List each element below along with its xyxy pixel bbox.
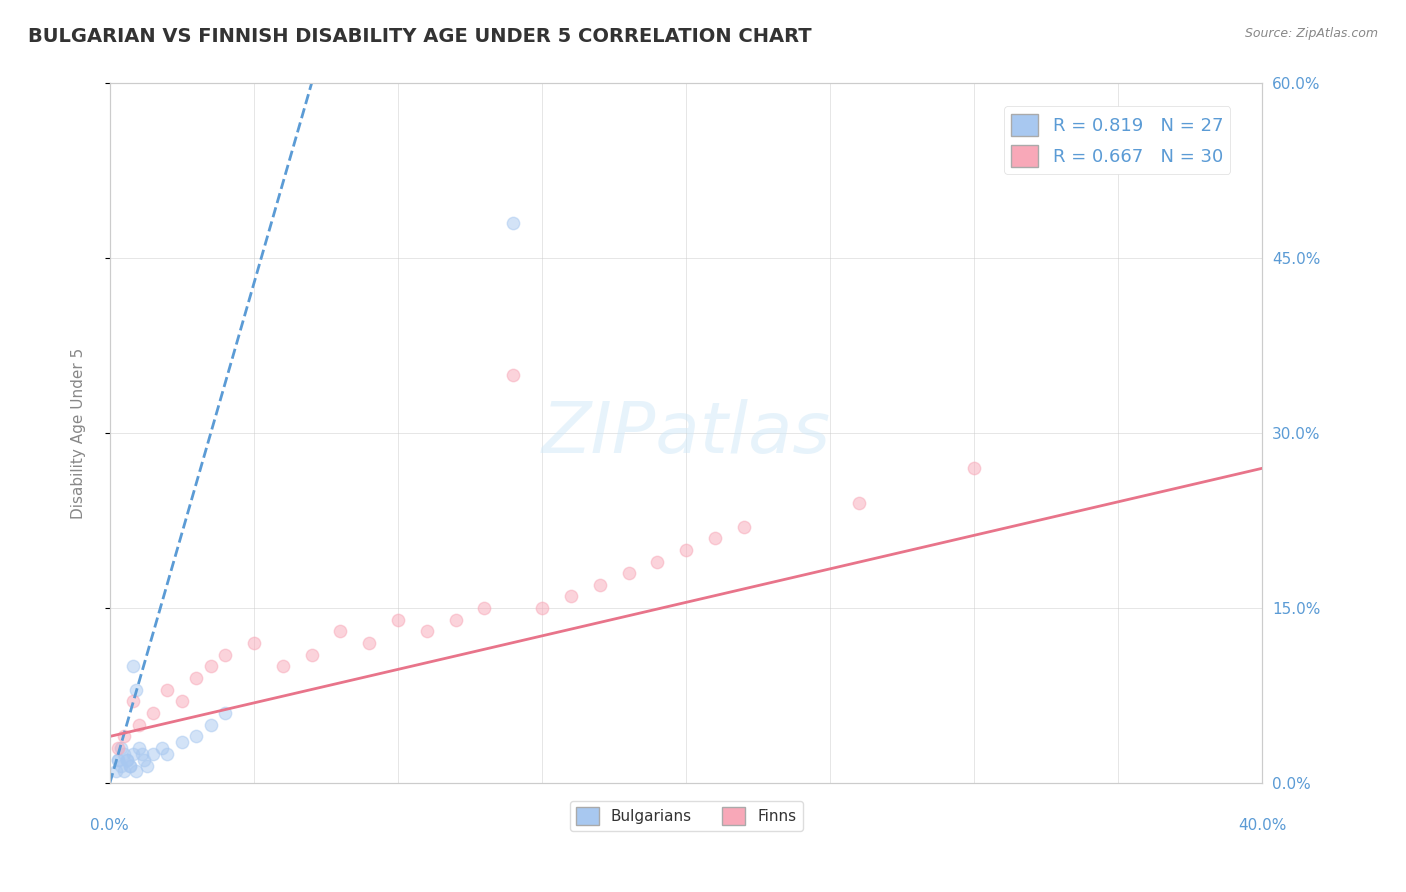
Point [112,747,135,761]
Point [115,753,138,767]
Point [112,764,135,779]
Point [107,753,129,767]
Point [134,753,156,767]
Point [560,590,582,604]
Point [186,730,208,744]
Point [387,613,409,627]
Point [128,718,150,732]
Point [156,682,179,697]
Point [617,566,640,581]
Point [122,694,145,708]
Point [444,613,467,627]
Point [502,216,524,230]
Point [131,747,153,761]
Point [128,741,150,756]
Point [474,601,496,615]
Point [186,671,208,685]
Point [104,764,127,779]
Point [112,730,135,744]
Text: BULGARIAN VS FINNISH DISABILITY AGE UNDER 5 CORRELATION CHART: BULGARIAN VS FINNISH DISABILITY AGE UNDE… [28,27,811,45]
Point [170,735,193,749]
Point [733,519,755,533]
Point [675,542,697,557]
Point [359,636,381,650]
Point [243,636,266,650]
Text: ZIPatlas: ZIPatlas [541,399,831,467]
Point [122,747,145,761]
Point [142,747,165,761]
Point [125,764,148,779]
Point [531,601,554,615]
Point [200,659,222,673]
Legend: Bulgarians, Finns: Bulgarians, Finns [569,800,803,831]
Point [416,624,439,639]
Point [118,758,141,772]
Point [150,741,173,756]
Point [271,659,294,673]
Text: 40.0%: 40.0% [1239,818,1286,833]
Point [301,648,323,662]
Point [115,753,138,767]
Point [110,741,132,756]
Point [136,758,159,772]
Point [704,531,727,545]
Point [963,461,986,475]
Y-axis label: Disability Age Under 5: Disability Age Under 5 [72,348,86,519]
Point [214,706,236,720]
Point [107,753,129,767]
Point [329,624,352,639]
Point [107,741,129,756]
Point [156,747,179,761]
Point [647,554,669,568]
Point [848,496,870,510]
Point [589,578,612,592]
Text: 0.0%: 0.0% [90,818,129,833]
Point [110,758,132,772]
Point [118,758,141,772]
Point [214,648,236,662]
Point [502,368,524,382]
Point [125,682,148,697]
Point [170,694,193,708]
Point [200,718,222,732]
Text: Source: ZipAtlas.com: Source: ZipAtlas.com [1244,27,1378,40]
Point [142,706,165,720]
Point [122,659,145,673]
